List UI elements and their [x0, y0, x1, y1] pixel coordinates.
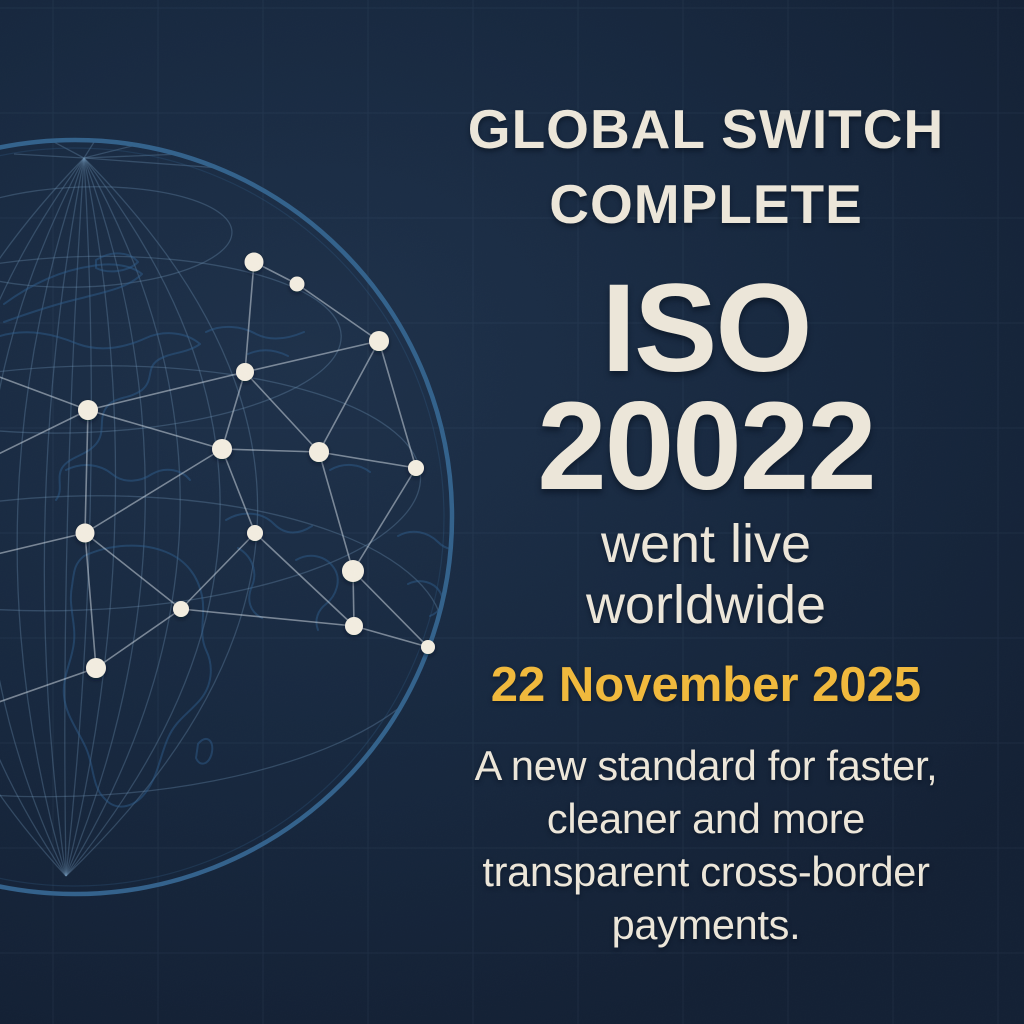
go-live-date: 22 November 2025: [490, 658, 922, 712]
description-line-4: payments.: [611, 901, 801, 948]
headline-line-1: GLOBAL SWITCH: [467, 98, 945, 160]
iso-line-1: ISO: [601, 259, 812, 398]
description-line-3: transparent cross-border: [482, 848, 930, 895]
iso-line-2: 20022: [537, 377, 877, 516]
description: A new standard for faster, cleaner and m…: [400, 739, 1012, 951]
description-line-2: cleaner and more: [546, 795, 866, 842]
headline: GLOBAL SWITCH COMPLETE: [400, 92, 1012, 242]
description-line-1: A new standard for faster,: [474, 742, 938, 789]
headline-line-2: COMPLETE: [549, 173, 863, 235]
subtitle-line-2: worldwide: [585, 575, 827, 635]
subtitle: went live worldwide: [400, 514, 1012, 636]
iso-title: ISO 20022: [400, 259, 1012, 516]
subtitle-line-1: went live: [600, 514, 812, 574]
